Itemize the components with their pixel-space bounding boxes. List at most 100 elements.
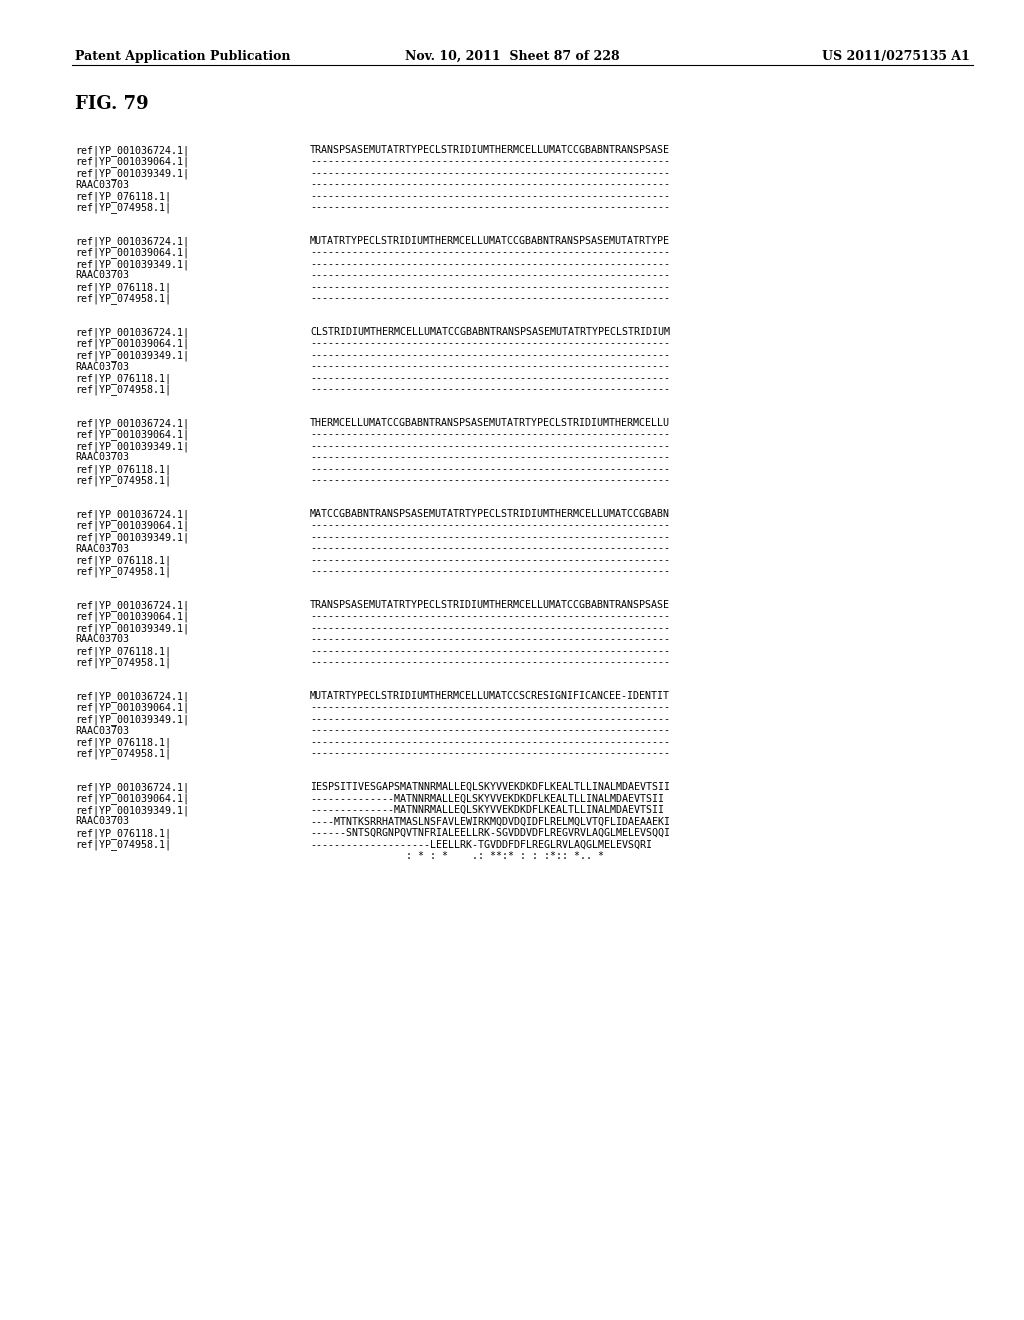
Text: ------------------------------------------------------------: ----------------------------------------… bbox=[310, 702, 670, 713]
Text: ref|YP_076118.1|: ref|YP_076118.1| bbox=[75, 191, 171, 202]
Text: ------------------------------------------------------------: ----------------------------------------… bbox=[310, 191, 670, 201]
Text: ref|YP_076118.1|: ref|YP_076118.1| bbox=[75, 282, 171, 293]
Text: ------------------------------------------------------------: ----------------------------------------… bbox=[310, 554, 670, 565]
Text: ------------------------------------------------------------: ----------------------------------------… bbox=[310, 271, 670, 281]
Text: RAAC03703: RAAC03703 bbox=[75, 271, 129, 281]
Text: ------------------------------------------------------------: ----------------------------------------… bbox=[310, 635, 670, 644]
Text: ------------------------------------------------------------: ----------------------------------------… bbox=[310, 384, 670, 395]
Text: RAAC03703: RAAC03703 bbox=[75, 180, 129, 190]
Text: Nov. 10, 2011  Sheet 87 of 228: Nov. 10, 2011 Sheet 87 of 228 bbox=[404, 50, 620, 63]
Text: ref|YP_001039064.1|: ref|YP_001039064.1| bbox=[75, 338, 189, 350]
Text: RAAC03703: RAAC03703 bbox=[75, 453, 129, 462]
Text: RAAC03703: RAAC03703 bbox=[75, 817, 129, 826]
Text: ref|YP_001036724.1|: ref|YP_001036724.1| bbox=[75, 418, 189, 429]
Text: ref|YP_001039349.1|: ref|YP_001039349.1| bbox=[75, 714, 189, 725]
Text: MUTATRTYPECLSTRIDIUMTHERMCELLUMATCCGBABNTRANSPSASEMUTATRTYPE: MUTATRTYPECLSTRIDIUMTHERMCELLUMATCCGBABN… bbox=[310, 236, 670, 246]
Text: ref|YP_001036724.1|: ref|YP_001036724.1| bbox=[75, 327, 189, 338]
Text: ref|YP_074958.1|: ref|YP_074958.1| bbox=[75, 384, 171, 396]
Text: ref|YP_001039064.1|: ref|YP_001039064.1| bbox=[75, 793, 189, 804]
Text: ------------------------------------------------------------: ----------------------------------------… bbox=[310, 657, 670, 668]
Text: ------------------------------------------------------------: ----------------------------------------… bbox=[310, 362, 670, 371]
Text: ------------------------------------------------------------: ----------------------------------------… bbox=[310, 282, 670, 292]
Text: ref|YP_001036724.1|: ref|YP_001036724.1| bbox=[75, 145, 189, 156]
Text: ref|YP_001039349.1|: ref|YP_001039349.1| bbox=[75, 805, 189, 816]
Text: ref|YP_076118.1|: ref|YP_076118.1| bbox=[75, 828, 171, 840]
Text: ------------------------------------------------------------: ----------------------------------------… bbox=[310, 645, 670, 656]
Text: RAAC03703: RAAC03703 bbox=[75, 544, 129, 553]
Text: ref|YP_074958.1|: ref|YP_074958.1| bbox=[75, 566, 171, 577]
Text: --------------MATNNRMALLEQLSKYVVEKDKDFLKEALTLLINALMDAEVTSII: --------------MATNNRMALLEQLSKYVVEKDKDFLK… bbox=[310, 805, 664, 814]
Text: ref|YP_001036724.1|: ref|YP_001036724.1| bbox=[75, 601, 189, 611]
Text: ref|YP_001036724.1|: ref|YP_001036724.1| bbox=[75, 781, 189, 793]
Text: ------------------------------------------------------------: ----------------------------------------… bbox=[310, 714, 670, 723]
Text: ----MTNTKSRRHATMASLNSFAVLEWIRKMQDVDQIDFLRELMQLVTQFLIDAEAAEKI: ----MTNTKSRRHATMASLNSFAVLEWIRKMQDVDQIDFL… bbox=[310, 817, 670, 826]
Text: ------------------------------------------------------------: ----------------------------------------… bbox=[310, 532, 670, 543]
Text: ------------------------------------------------------------: ----------------------------------------… bbox=[310, 475, 670, 486]
Text: ------------------------------------------------------------: ----------------------------------------… bbox=[310, 544, 670, 553]
Text: ref|YP_076118.1|: ref|YP_076118.1| bbox=[75, 645, 171, 657]
Text: ------------------------------------------------------------: ----------------------------------------… bbox=[310, 453, 670, 462]
Text: ref|YP_001036724.1|: ref|YP_001036724.1| bbox=[75, 510, 189, 520]
Text: ------------------------------------------------------------: ----------------------------------------… bbox=[310, 520, 670, 531]
Text: RAAC03703: RAAC03703 bbox=[75, 362, 129, 371]
Text: ref|YP_074958.1|: ref|YP_074958.1| bbox=[75, 475, 171, 486]
Text: ref|YP_001039349.1|: ref|YP_001039349.1| bbox=[75, 441, 189, 451]
Text: ------------------------------------------------------------: ----------------------------------------… bbox=[310, 566, 670, 577]
Text: : * : *    .: **:* : : :*:: *.. *: : * : * .: **:* : : :*:: *.. * bbox=[310, 851, 604, 861]
Text: ------------------------------------------------------------: ----------------------------------------… bbox=[310, 611, 670, 622]
Text: IESPSITIVESGAPSMATNNRMALLEQLSKYVVEKDKDFLKEALTLLINALMDAEVTSII: IESPSITIVESGAPSMATNNRMALLEQLSKYVVEKDKDFL… bbox=[310, 781, 670, 792]
Text: MUTATRTYPECLSTRIDIUMTHERMCELLUMATCCSCRESIGNIFICANCEE-IDENTIT: MUTATRTYPECLSTRIDIUMTHERMCELLUMATCCSCRES… bbox=[310, 690, 670, 701]
Text: ------------------------------------------------------------: ----------------------------------------… bbox=[310, 737, 670, 747]
Text: ref|YP_001039349.1|: ref|YP_001039349.1| bbox=[75, 623, 189, 634]
Text: ref|YP_076118.1|: ref|YP_076118.1| bbox=[75, 465, 171, 475]
Text: ref|YP_001039064.1|: ref|YP_001039064.1| bbox=[75, 702, 189, 713]
Text: ref|YP_074958.1|: ref|YP_074958.1| bbox=[75, 202, 171, 214]
Text: ------------------------------------------------------------: ----------------------------------------… bbox=[310, 259, 670, 269]
Text: ------------------------------------------------------------: ----------------------------------------… bbox=[310, 157, 670, 166]
Text: ------------------------------------------------------------: ----------------------------------------… bbox=[310, 623, 670, 634]
Text: ref|YP_001039349.1|: ref|YP_001039349.1| bbox=[75, 350, 189, 360]
Text: ref|YP_001039064.1|: ref|YP_001039064.1| bbox=[75, 248, 189, 259]
Text: ------------------------------------------------------------: ----------------------------------------… bbox=[310, 350, 670, 360]
Text: ref|YP_076118.1|: ref|YP_076118.1| bbox=[75, 554, 171, 566]
Text: Patent Application Publication: Patent Application Publication bbox=[75, 50, 291, 63]
Text: ------------------------------------------------------------: ----------------------------------------… bbox=[310, 441, 670, 451]
Text: ------------------------------------------------------------: ----------------------------------------… bbox=[310, 168, 670, 178]
Text: ref|YP_001039064.1|: ref|YP_001039064.1| bbox=[75, 157, 189, 168]
Text: ref|YP_001036724.1|: ref|YP_001036724.1| bbox=[75, 690, 189, 702]
Text: ------------------------------------------------------------: ----------------------------------------… bbox=[310, 429, 670, 440]
Text: ref|YP_001039064.1|: ref|YP_001039064.1| bbox=[75, 429, 189, 441]
Text: ref|YP_001039349.1|: ref|YP_001039349.1| bbox=[75, 259, 189, 269]
Text: ref|YP_001036724.1|: ref|YP_001036724.1| bbox=[75, 236, 189, 247]
Text: ------------------------------------------------------------: ----------------------------------------… bbox=[310, 465, 670, 474]
Text: CLSTRIDIUMTHERMCELLUMATCCGBABNTRANSPSASEMUTATRTYPECLSTRIDIUM: CLSTRIDIUMTHERMCELLUMATCCGBABNTRANSPSASE… bbox=[310, 327, 670, 337]
Text: ------------------------------------------------------------: ----------------------------------------… bbox=[310, 202, 670, 213]
Text: RAAC03703: RAAC03703 bbox=[75, 726, 129, 735]
Text: ref|YP_074958.1|: ref|YP_074958.1| bbox=[75, 293, 171, 305]
Text: ref|YP_076118.1|: ref|YP_076118.1| bbox=[75, 737, 171, 748]
Text: ref|YP_001039064.1|: ref|YP_001039064.1| bbox=[75, 611, 189, 623]
Text: ------SNTSQRGNPQVTNFRIALEELLRK-SGVDDVDFLREGVRVLAQGLMELEVSQQI: ------SNTSQRGNPQVTNFRIALEELLRK-SGVDDVDFL… bbox=[310, 828, 670, 838]
Text: US 2011/0275135 A1: US 2011/0275135 A1 bbox=[822, 50, 970, 63]
Text: ref|YP_001039064.1|: ref|YP_001039064.1| bbox=[75, 520, 189, 532]
Text: ref|YP_001039349.1|: ref|YP_001039349.1| bbox=[75, 532, 189, 543]
Text: --------------MATNNRMALLEQLSKYVVEKDKDFLKEALTLLINALMDAEVTSII: --------------MATNNRMALLEQLSKYVVEKDKDFLK… bbox=[310, 793, 664, 804]
Text: --------------------LEELLRK-TGVDDFDFLREGLRVLAQGLMELEVSQRI: --------------------LEELLRK-TGVDDFDFLREG… bbox=[310, 840, 652, 850]
Text: MATCCGBABNTRANSPSASEMUTATRTYPECLSTRIDIUMTHERMCELLUMATCCGBABN: MATCCGBABNTRANSPSASEMUTATRTYPECLSTRIDIUM… bbox=[310, 510, 670, 519]
Text: RAAC03703: RAAC03703 bbox=[75, 635, 129, 644]
Text: ------------------------------------------------------------: ----------------------------------------… bbox=[310, 248, 670, 257]
Text: ------------------------------------------------------------: ----------------------------------------… bbox=[310, 338, 670, 348]
Text: ------------------------------------------------------------: ----------------------------------------… bbox=[310, 180, 670, 190]
Text: ref|YP_074958.1|: ref|YP_074958.1| bbox=[75, 840, 171, 850]
Text: ref|YP_074958.1|: ref|YP_074958.1| bbox=[75, 748, 171, 759]
Text: TRANSPSASEMUTATRTYPECLSTRIDIUMTHERMCELLUMATCCGBABNTRANSPSASE: TRANSPSASEMUTATRTYPECLSTRIDIUMTHERMCELLU… bbox=[310, 145, 670, 154]
Text: THERMCELLUMATCCGBABNTRANSPSASEMUTATRTYPECLSTRIDIUMTHERMCELLU: THERMCELLUMATCCGBABNTRANSPSASEMUTATRTYPE… bbox=[310, 418, 670, 428]
Text: ------------------------------------------------------------: ----------------------------------------… bbox=[310, 293, 670, 304]
Text: ref|YP_001039349.1|: ref|YP_001039349.1| bbox=[75, 168, 189, 180]
Text: ------------------------------------------------------------: ----------------------------------------… bbox=[310, 374, 670, 383]
Text: ------------------------------------------------------------: ----------------------------------------… bbox=[310, 748, 670, 759]
Text: ref|YP_076118.1|: ref|YP_076118.1| bbox=[75, 374, 171, 384]
Text: TRANSPSASEMUTATRTYPECLSTRIDIUMTHERMCELLUMATCCGBABNTRANSPSASE: TRANSPSASEMUTATRTYPECLSTRIDIUMTHERMCELLU… bbox=[310, 601, 670, 610]
Text: FIG. 79: FIG. 79 bbox=[75, 95, 148, 114]
Text: ref|YP_074958.1|: ref|YP_074958.1| bbox=[75, 657, 171, 668]
